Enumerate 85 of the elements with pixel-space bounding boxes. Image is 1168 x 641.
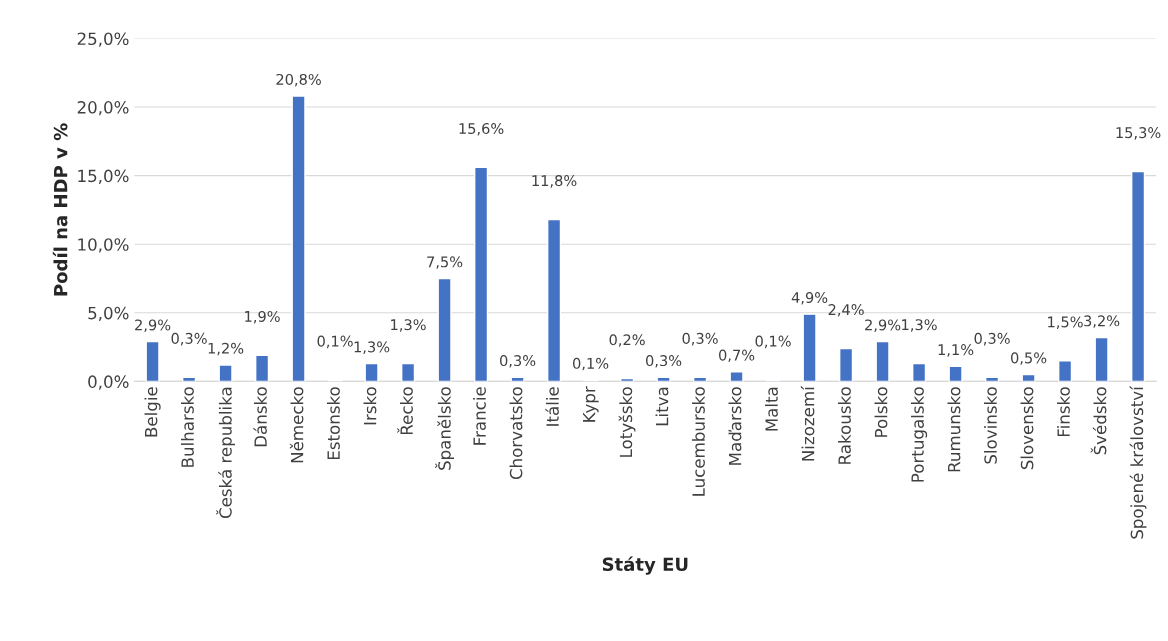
x-tick-label: Polsko bbox=[874, 387, 888, 437]
bar bbox=[437, 277, 452, 382]
x-tick-label: Španělsko bbox=[435, 387, 455, 470]
bar bbox=[218, 364, 233, 382]
data-label: 1,3% bbox=[391, 319, 426, 332]
x-tick-label: Řecko bbox=[397, 387, 413, 435]
data-label: 4,9% bbox=[791, 291, 828, 305]
bar bbox=[656, 376, 671, 382]
bar bbox=[510, 376, 525, 382]
bar bbox=[875, 340, 890, 382]
data-label: 1,2% bbox=[208, 342, 244, 356]
x-tick-label: Irsko bbox=[363, 387, 377, 425]
bar bbox=[1057, 360, 1073, 382]
data-label: 2,9% bbox=[135, 319, 171, 332]
y-tick-label: 20,0% bbox=[77, 101, 129, 116]
x-tick-label: Nizozemí bbox=[800, 385, 815, 461]
x-tick-label: Spojené království bbox=[1129, 385, 1147, 539]
x-tick-label: Slovinsko bbox=[984, 387, 997, 464]
data-label: 0,3% bbox=[682, 332, 718, 346]
bar bbox=[911, 362, 927, 382]
data-label: 0,1% bbox=[573, 357, 609, 371]
data-label: 15,3% bbox=[1116, 127, 1161, 140]
data-label: 20,8% bbox=[276, 73, 321, 87]
bar bbox=[364, 362, 379, 382]
y-tick-label: 25,0% bbox=[77, 32, 129, 47]
x-tick-label: Malta bbox=[765, 387, 778, 431]
bar bbox=[546, 218, 562, 382]
x-tick-label: Bulharsko bbox=[181, 387, 194, 467]
bar bbox=[400, 362, 416, 382]
bar bbox=[291, 95, 306, 382]
x-tick-label: Francie bbox=[473, 387, 486, 445]
data-label: 3,2% bbox=[1084, 315, 1120, 328]
y-tick-label: 10,0% bbox=[78, 238, 129, 253]
x-tick-label: Slovensko bbox=[1020, 387, 1034, 470]
x-tick-label: Chorvatsko bbox=[509, 387, 523, 480]
x-tick-label: Belgie bbox=[144, 387, 161, 437]
bar bbox=[254, 354, 270, 382]
bar bbox=[1094, 336, 1109, 382]
bar bbox=[838, 347, 854, 382]
bar bbox=[802, 313, 817, 382]
data-label: 2,9% bbox=[865, 319, 901, 332]
x-tick-label: Maďarsko bbox=[728, 387, 742, 465]
data-label: 0,3% bbox=[974, 332, 1010, 346]
x-tick-label: Litva bbox=[655, 387, 669, 426]
y-axis-title: Podíl na HDP v % bbox=[52, 123, 68, 296]
data-label: 0,5% bbox=[1011, 352, 1047, 365]
data-label: 15,6% bbox=[459, 122, 504, 136]
x-tick-label: Rakousko bbox=[838, 387, 851, 464]
data-label: 0,3% bbox=[646, 355, 682, 368]
x-tick-label: Německo bbox=[289, 387, 304, 463]
data-label: 1,1% bbox=[938, 344, 974, 357]
data-label: 1,9% bbox=[245, 310, 280, 324]
x-tick-label: Itálie bbox=[545, 387, 559, 426]
bar bbox=[1021, 373, 1036, 382]
bar bbox=[948, 365, 963, 382]
data-label: 7,5% bbox=[427, 256, 463, 269]
x-axis-title: Státy EU bbox=[602, 556, 688, 575]
data-label: 2,4% bbox=[828, 304, 864, 317]
bar bbox=[1130, 170, 1146, 382]
data-label: 0,3% bbox=[171, 332, 207, 346]
data-label: 11,8% bbox=[532, 175, 577, 188]
data-label: 0,3% bbox=[500, 355, 536, 368]
x-tick-label: Rumunsko bbox=[947, 387, 961, 472]
data-label: 0,7% bbox=[719, 349, 755, 363]
x-tick-label: Portugalsko bbox=[911, 387, 928, 482]
x-tick-label: Dánsko bbox=[253, 387, 267, 447]
data-label: 1,5% bbox=[1048, 316, 1083, 329]
data-label: 0,1% bbox=[755, 335, 791, 349]
x-tick-label: Česká republika bbox=[216, 387, 236, 519]
y-tick-label: 0,0% bbox=[88, 375, 129, 390]
x-tick-label: Kypr bbox=[583, 386, 599, 422]
x-tick-label: Estonsko bbox=[327, 387, 340, 460]
x-tick-label: Finsko bbox=[1057, 387, 1070, 437]
y-tick-label: 15,0% bbox=[78, 169, 129, 184]
bar bbox=[473, 166, 489, 382]
bar bbox=[145, 340, 160, 382]
data-label: 1,3% bbox=[354, 341, 390, 354]
x-tick-label: Švédsko bbox=[1090, 387, 1107, 455]
data-label: 1,3% bbox=[902, 319, 937, 332]
y-tick-label: 5,0% bbox=[88, 306, 129, 322]
bar bbox=[729, 371, 744, 382]
data-label: 0,2% bbox=[609, 334, 645, 347]
data-label: 0,1% bbox=[317, 335, 353, 349]
x-tick-label: Lotyšsko bbox=[618, 387, 636, 457]
x-tick-label: Lucembursko bbox=[692, 387, 705, 496]
